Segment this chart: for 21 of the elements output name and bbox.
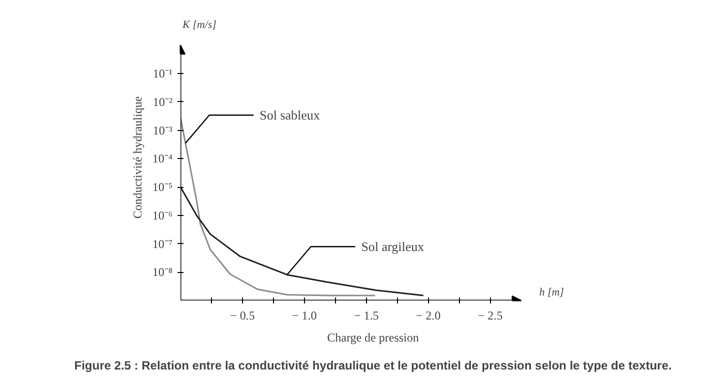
x-tick-label: − 1.5	[354, 308, 379, 322]
caption: Figure 2.5 : Relation entre la conductivité hydraulique et le potentiel de pression selon le type de texture.	[74, 358, 672, 372]
text: Sol sableux	[260, 108, 320, 123]
text: h [m]	[539, 286, 564, 298]
y-tick-label: 10⁻¹	[152, 66, 173, 81]
y-tick-label: 10⁻³	[152, 123, 173, 138]
y-tick-label: 10⁻²	[152, 94, 173, 109]
y-tick-label: 10⁻⁵	[152, 180, 173, 194]
line-series	[180, 186, 424, 296]
x-axis-title: Charge de pression	[327, 330, 419, 344]
y-axis-title: Conductivité hydraulique	[130, 96, 144, 219]
text: Sol argileux	[361, 239, 425, 254]
y-tick-label: 10⁻⁷	[152, 236, 173, 251]
y-tick-label: 10⁻⁸	[152, 265, 173, 280]
y-tick-label: 10⁻⁶	[152, 208, 173, 222]
y-tick-label: 10⁻⁴	[152, 152, 173, 166]
x-tick-label: − 2.0	[416, 308, 441, 322]
x-tick-label: − 2.5	[478, 308, 503, 322]
x-tick-label: − 0.5	[230, 308, 255, 322]
x-tick-label: − 1.0	[292, 308, 317, 322]
text: K [m/s]	[182, 19, 216, 32]
